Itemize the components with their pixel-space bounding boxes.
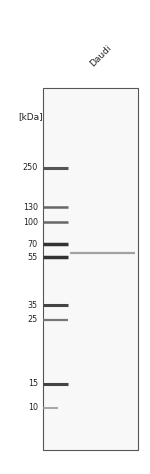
Text: 100: 100 <box>23 218 38 227</box>
Text: 25: 25 <box>28 316 38 325</box>
Text: [kDa]: [kDa] <box>18 112 43 121</box>
Text: 15: 15 <box>28 380 38 389</box>
Text: 55: 55 <box>28 253 38 262</box>
Text: 35: 35 <box>28 301 38 310</box>
Text: 70: 70 <box>28 239 38 248</box>
Text: 10: 10 <box>28 403 38 412</box>
Text: 250: 250 <box>23 164 38 173</box>
Text: Daudi: Daudi <box>89 43 114 68</box>
Text: 130: 130 <box>23 202 38 211</box>
Bar <box>43 88 138 450</box>
